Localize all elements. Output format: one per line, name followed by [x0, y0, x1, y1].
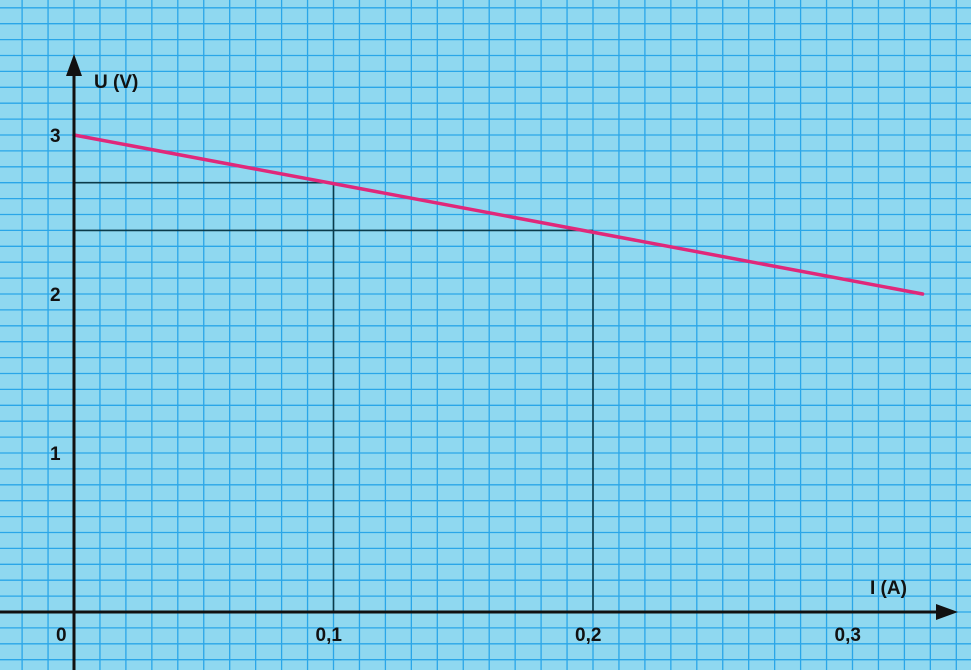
x-tick-label: 0,1: [316, 625, 343, 646]
y-tick-label: 2: [50, 285, 61, 306]
data-series: [72, 133, 925, 296]
x-tick-label: 0,3: [835, 625, 861, 646]
x-tick-label: 0,2: [575, 625, 601, 646]
series-line-1: [72, 133, 925, 296]
x-tick-label: 0: [56, 625, 67, 646]
reference-guide-lines: [74, 181, 594, 612]
axes: [0, 54, 958, 670]
x-axis-arrow-icon: [936, 604, 958, 620]
y-tick-label: 1: [50, 444, 61, 465]
y-tick-label: 3: [50, 126, 61, 147]
y-axis-arrow-icon: [66, 54, 82, 76]
y-axis-label: U (V): [94, 72, 138, 93]
tick-labels: 0 0,1 0,2 0,3 1 2 3: [50, 126, 861, 646]
x-axis-label: I (A): [870, 578, 907, 599]
